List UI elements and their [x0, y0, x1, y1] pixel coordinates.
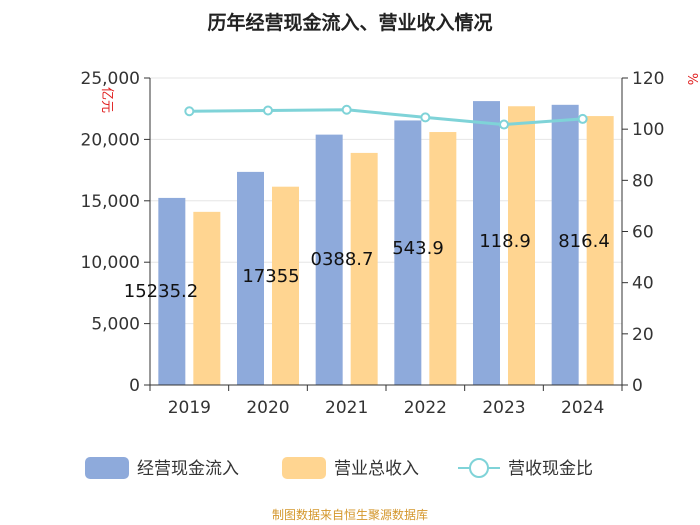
- legend-label-total-revenue: 营业总收入: [334, 459, 419, 479]
- legend-swatch-total-revenue: [282, 457, 326, 479]
- right-tick-label: 40: [632, 274, 654, 294]
- bar-total-revenue: [193, 211, 221, 385]
- bar-cash-inflow: [394, 120, 422, 385]
- value-label: 543.9: [392, 238, 444, 259]
- x-tick-label: 2020: [246, 398, 289, 418]
- left-tick-label: 0: [129, 376, 140, 396]
- right-tick-label: 100: [632, 120, 664, 140]
- source-note: 制图数据来自恒生聚源数据库: [272, 507, 428, 522]
- x-tick-label: 2023: [482, 398, 525, 418]
- bar-total-revenue: [272, 186, 299, 385]
- legend: 经营现金流入 营业总收入 营收现金比: [85, 457, 593, 479]
- ratio-line-path: [189, 108, 583, 127]
- bar-cash-inflow: [473, 101, 500, 385]
- right-axis-unit: %: [684, 73, 699, 85]
- legend-label-ratio: 营收现金比: [508, 459, 593, 479]
- bar-total-revenue: [508, 106, 535, 385]
- chart-title: 历年经营现金流入、营业收入情况: [207, 11, 492, 34]
- value-label: 15235.2: [124, 281, 198, 302]
- value-label: 17355: [242, 266, 299, 287]
- x-tick-label: 2024: [561, 398, 604, 418]
- x-tick-label: 2019: [168, 398, 211, 418]
- ratio-point: [263, 105, 273, 116]
- right-tick-label: 20: [632, 325, 654, 345]
- grid-lines: [150, 77, 622, 325]
- value-label: 816.4: [558, 231, 610, 252]
- axes: 0 5,000 10,000 15,000 20,000 25,000 0 20 40 60 80 1…: [81, 69, 665, 418]
- left-tick-label: 20,000: [81, 130, 140, 150]
- value-label: 0388.7: [311, 249, 374, 270]
- ratio-line: [184, 104, 588, 130]
- ratio-point: [577, 113, 588, 124]
- bar-cash-inflow: [551, 104, 579, 385]
- ratio-point: [420, 112, 431, 123]
- right-tick-label: 60: [632, 223, 654, 243]
- value-labels: 15235.2 17355 0388.7 543.9 118.9 816.4: [124, 231, 610, 302]
- bar-total-revenue: [429, 132, 457, 385]
- ratio-point: [499, 119, 509, 130]
- bar-cash-inflow: [158, 197, 186, 385]
- left-tick-label: 15,000: [81, 192, 140, 212]
- right-tick-label: 120: [632, 69, 664, 89]
- ratio-point: [341, 104, 352, 115]
- bar-cash-inflow: [315, 134, 343, 385]
- ratio-point: [184, 106, 195, 117]
- bar-total-revenue: [350, 152, 378, 385]
- left-axis-unit: 亿元: [99, 87, 114, 113]
- left-tick-label: 10,000: [81, 253, 140, 273]
- left-tick-label: 5,000: [91, 315, 140, 335]
- x-tick-label: 2022: [404, 398, 447, 418]
- legend-marker-ratio: [469, 458, 489, 478]
- x-tick-label: 2021: [325, 398, 368, 418]
- bar-total-revenue: [586, 116, 614, 386]
- right-tick-label: 80: [632, 171, 654, 191]
- bars: [158, 101, 614, 386]
- legend-label-cash-inflow: 经营现金流入: [137, 459, 239, 479]
- bar-cash-inflow: [237, 171, 264, 385]
- value-label: 118.9: [479, 231, 531, 252]
- legend-swatch-cash-inflow: [85, 457, 129, 479]
- right-tick-label: 0: [632, 376, 643, 396]
- left-tick-label: 25,000: [81, 69, 140, 89]
